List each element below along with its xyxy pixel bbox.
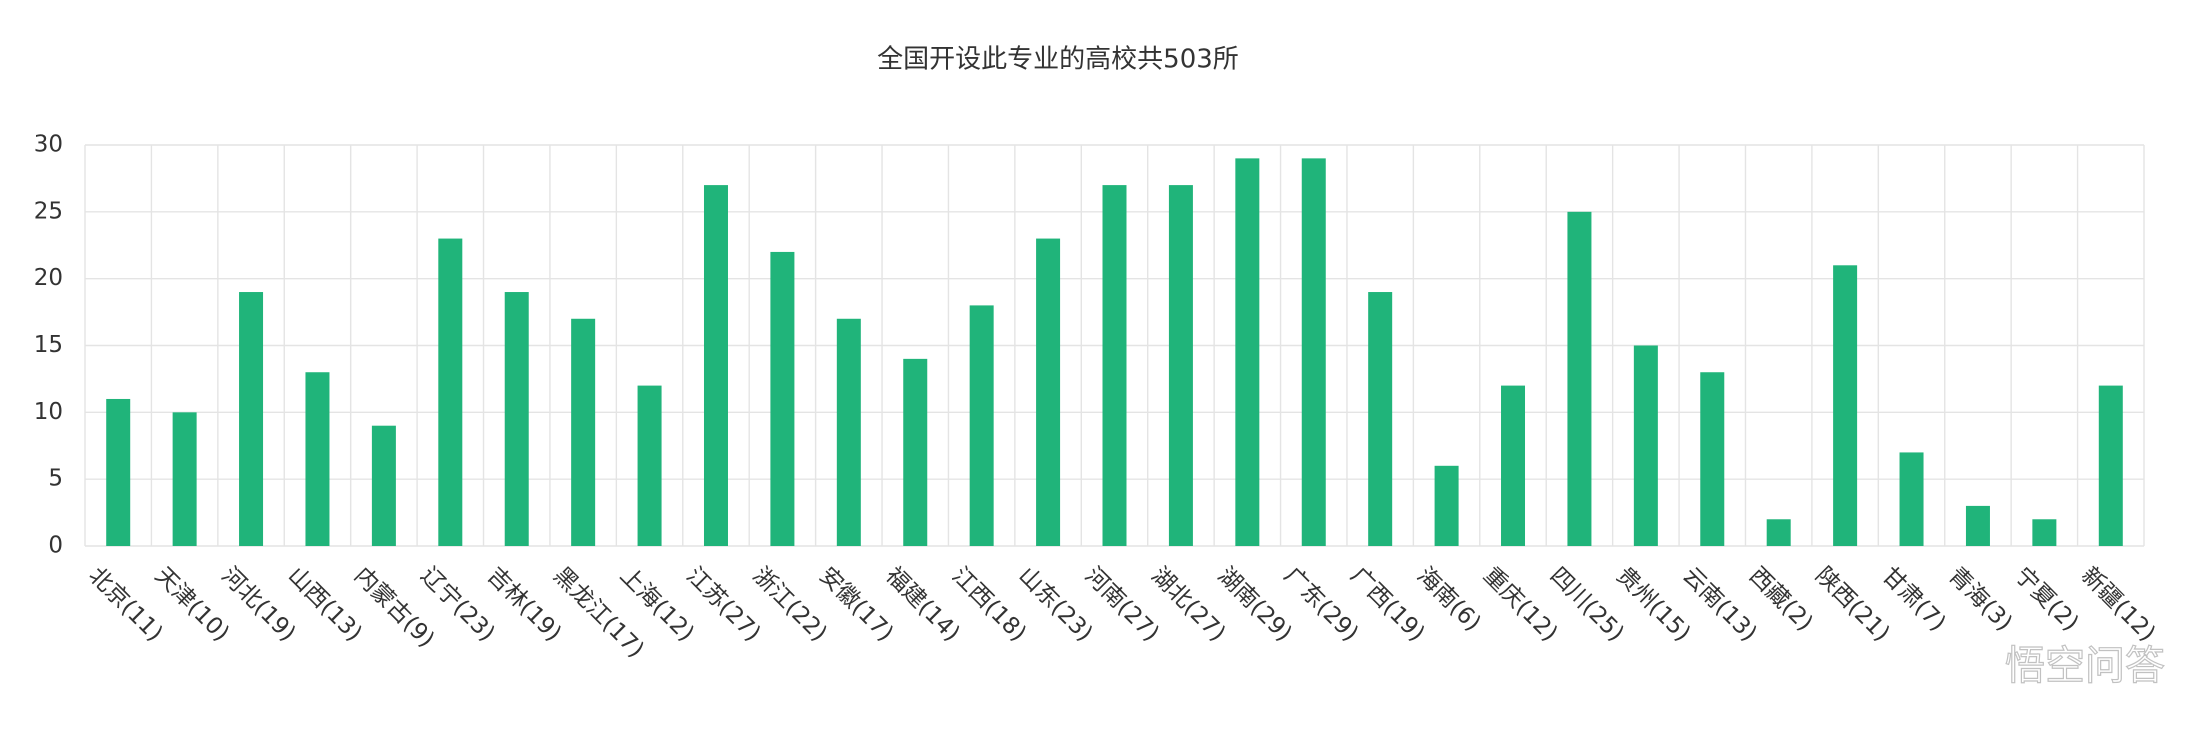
y-tick-label: 25	[34, 198, 63, 224]
bar	[1501, 385, 1526, 546]
bar	[371, 425, 396, 546]
y-tick-label: 5	[48, 466, 63, 492]
bar	[1036, 238, 1061, 547]
bar	[172, 412, 197, 546]
bar	[504, 292, 529, 546]
bar	[1301, 158, 1326, 546]
bar	[1633, 345, 1658, 546]
bar	[1235, 158, 1260, 546]
bar	[438, 238, 463, 547]
bar	[305, 372, 330, 546]
bar	[1434, 465, 1459, 546]
bar	[2098, 385, 2123, 546]
bar	[1368, 292, 1393, 546]
y-tick-label: 15	[34, 332, 63, 358]
y-tick-label: 0	[48, 533, 63, 559]
bar	[1102, 185, 1127, 546]
bar	[1766, 519, 1791, 546]
bar	[703, 185, 728, 546]
bar	[1168, 185, 1193, 546]
bar	[239, 292, 264, 546]
bar	[1899, 452, 1924, 546]
y-tick-label: 30	[34, 132, 63, 158]
bar	[106, 398, 131, 546]
watermark: 悟空问答	[2005, 643, 2165, 689]
bar	[1567, 211, 1592, 547]
y-tick-label: 10	[34, 399, 63, 425]
bar	[969, 305, 994, 546]
bar	[1700, 372, 1725, 546]
bar	[770, 251, 795, 546]
bar	[1833, 265, 1858, 546]
bar	[1965, 505, 1990, 546]
y-tick-label: 20	[34, 265, 63, 291]
bar	[836, 318, 861, 546]
bar	[571, 318, 596, 546]
bar	[637, 385, 662, 546]
bar	[903, 358, 928, 546]
bar	[2032, 519, 2057, 546]
chart-title: 全国开设此专业的高校共503所	[877, 45, 1239, 75]
